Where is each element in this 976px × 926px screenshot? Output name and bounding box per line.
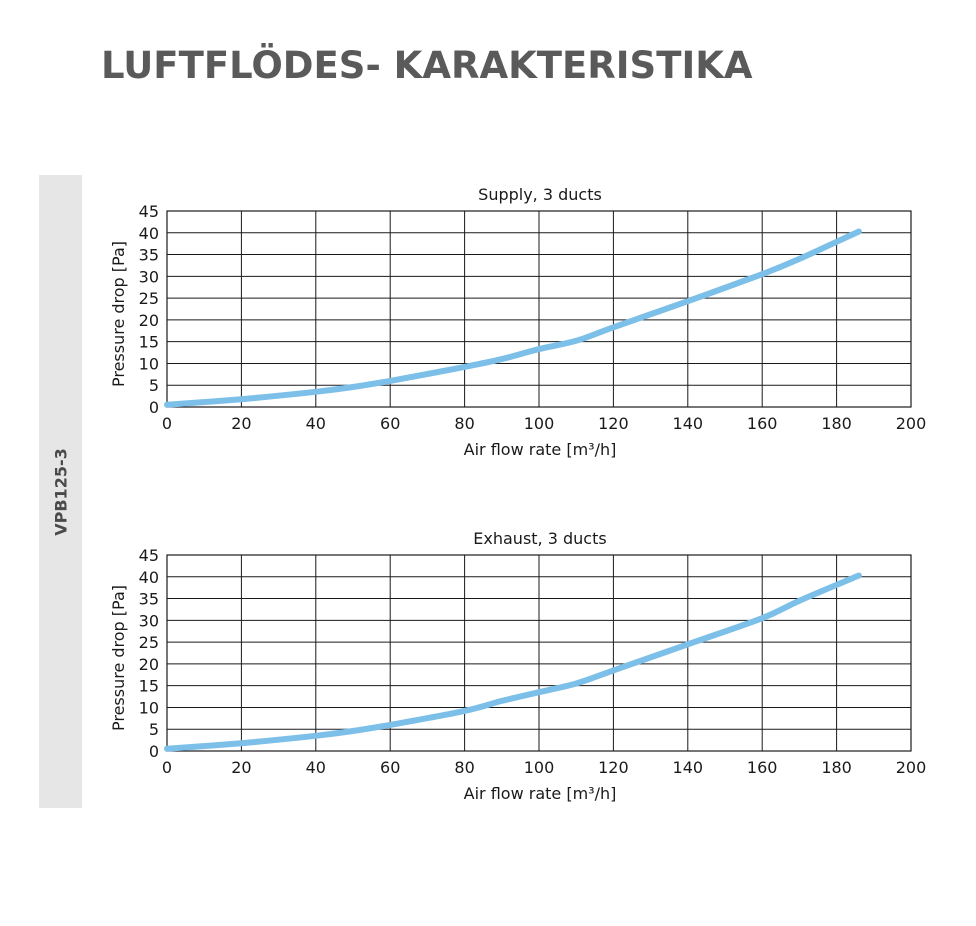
x-tick-label: 160 [747,414,778,433]
y-tick-label: 20 [139,655,159,674]
y-axis-label: Pressure drop [Pa] [109,241,128,387]
x-tick-label: 60 [380,414,400,433]
x-tick-label: 200 [896,758,927,777]
series-line [164,228,862,408]
series-line [164,572,862,752]
x-axis-label: Air flow rate [m³/h] [464,440,617,459]
y-tick-label: 5 [149,376,159,395]
x-tick-label: 40 [306,414,326,433]
x-tick-label: 140 [673,758,704,777]
y-tick-label: 25 [139,289,159,308]
x-tick-label: 0 [162,758,172,777]
y-tick-label: 5 [149,720,159,739]
y-tick-label: 15 [139,677,159,696]
page-title: LUFTFLÖDES- KARAKTERISTIKA [101,44,753,87]
y-tick-label: 15 [139,333,159,352]
x-tick-label: 160 [747,758,778,777]
x-tick-label: 80 [454,414,474,433]
y-tick-label: 40 [139,224,159,243]
y-tick-label: 10 [139,354,159,373]
y-tick-label: 30 [139,267,159,286]
y-tick-label: 10 [139,698,159,717]
x-tick-label: 180 [821,758,852,777]
side-band [39,175,82,808]
x-tick-label: 20 [231,414,251,433]
x-tick-label: 0 [162,414,172,433]
y-tick-label: 20 [139,311,159,330]
chart-title: Exhaust, 3 ducts [473,529,606,548]
x-tick-label: 80 [454,758,474,777]
y-tick-label: 25 [139,633,159,652]
y-tick-label: 30 [139,611,159,630]
chart-title: Supply, 3 ducts [478,185,602,204]
y-tick-label: 0 [149,398,159,417]
x-tick-label: 40 [306,758,326,777]
x-tick-label: 140 [673,414,704,433]
x-tick-label: 100 [524,414,555,433]
y-tick-label: 45 [139,202,159,221]
x-tick-label: 20 [231,758,251,777]
x-tick-label: 180 [821,414,852,433]
y-tick-label: 40 [139,568,159,587]
x-tick-label: 120 [598,758,629,777]
plot-frame [166,210,912,408]
y-tick-label: 35 [139,246,159,265]
x-tick-label: 60 [380,758,400,777]
x-tick-label: 100 [524,758,555,777]
plot-frame [166,554,912,752]
y-axis-label: Pressure drop [Pa] [109,585,128,731]
y-tick-label: 45 [139,546,159,565]
x-tick-label: 120 [598,414,629,433]
y-tick-label: 0 [149,742,159,761]
y-tick-label: 35 [139,590,159,609]
x-tick-label: 200 [896,414,927,433]
x-axis-label: Air flow rate [m³/h] [464,784,617,803]
